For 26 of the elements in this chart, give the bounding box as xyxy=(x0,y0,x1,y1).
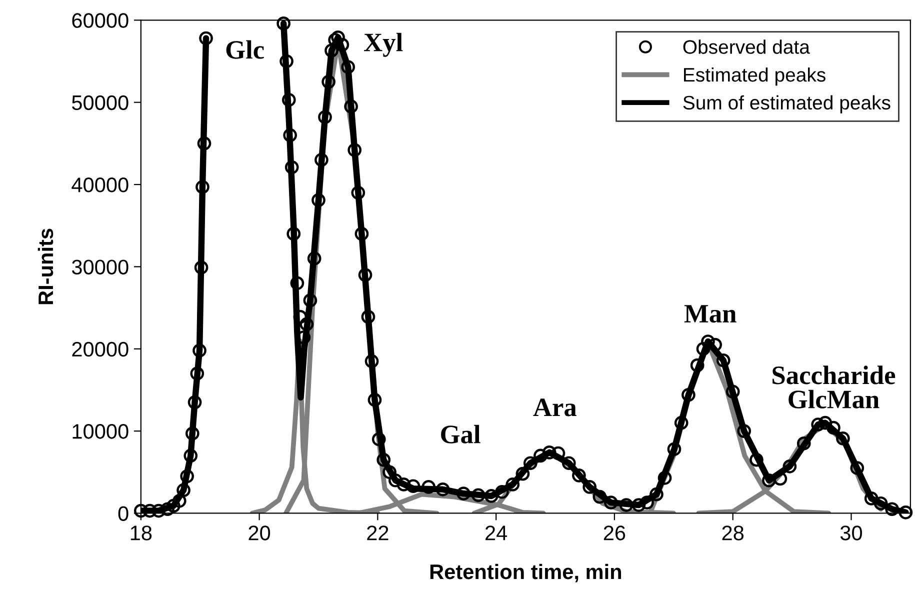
x-tick-label: 20 xyxy=(248,526,270,540)
y-tick-label: 40000 xyxy=(72,178,128,192)
y-tick-label: 30000 xyxy=(72,260,128,274)
x-tick-label: 26 xyxy=(604,526,626,540)
x-tick-label: 30 xyxy=(840,526,862,540)
annotation: Ara xyxy=(533,398,576,416)
legend-label: Sum of estimated peaks xyxy=(683,95,890,114)
x-tick-label: 22 xyxy=(367,526,388,540)
annotation: Gal xyxy=(441,424,480,444)
y-axis-title: RI-units xyxy=(38,228,54,304)
annotation: Saccharide xyxy=(772,366,896,384)
y-tick-label: 60000 xyxy=(72,13,128,28)
x-tick-label: 28 xyxy=(722,526,744,540)
annotation: Glc xyxy=(226,40,264,59)
y-tick-label: 10000 xyxy=(72,424,128,439)
legend-label: Observed data xyxy=(683,40,810,54)
x-tick-label: 18 xyxy=(130,526,152,540)
annotation: GlcMan xyxy=(788,390,880,408)
y-tick-label: 0 xyxy=(118,506,128,521)
x-tick-label: 24 xyxy=(486,526,508,540)
y-tick-label: 20000 xyxy=(72,342,128,357)
legend-label: Estimated peaks xyxy=(684,67,826,86)
y-tick-label: 50000 xyxy=(72,95,128,110)
annotation: Xyl xyxy=(364,32,403,57)
annotation: Man xyxy=(684,305,736,323)
x-axis-title: Retention time, min xyxy=(430,564,622,582)
